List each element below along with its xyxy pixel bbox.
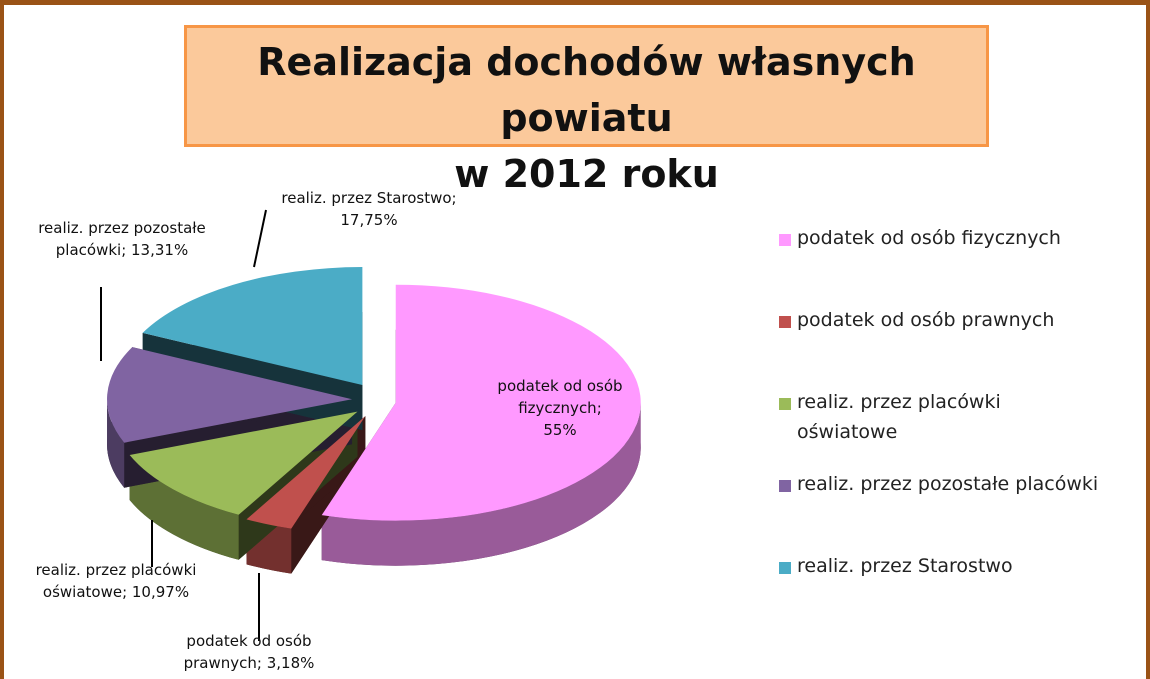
data-label-line: realiz. przez pozostałe	[38, 219, 206, 237]
data-label-line: realiz. przez placówki	[36, 561, 197, 579]
slice-edge	[321, 402, 641, 566]
legend-item: podatek od osób prawnych	[779, 309, 1098, 391]
slice	[107, 347, 353, 443]
legend-label: podatek od osób prawnych	[797, 309, 1055, 331]
legend-swatch	[779, 316, 791, 328]
legend: podatek od osób fizycznych podatek od osó…	[779, 227, 1098, 637]
legend-label: realiz. przez pozostałe placówki	[797, 473, 1099, 495]
legend-label: realiz. przez Starostwo	[797, 555, 1013, 577]
data-label-line: podatek od osób	[186, 632, 311, 650]
data-label-line: placówki; 13,31%	[56, 241, 188, 259]
data-label-line: oświatowe; 10,97%	[43, 583, 189, 601]
data-label: realiz. przez pozostałe placówki; 13,31%	[38, 219, 206, 259]
legend-label: realiz. przez placówki oświatowe	[797, 391, 1001, 443]
slice	[321, 284, 641, 521]
legend-swatch	[779, 562, 791, 574]
legend-item: podatek od osób fizycznych	[779, 227, 1098, 309]
data-label-line: podatek od osób	[497, 377, 622, 395]
data-label-line: 55%	[543, 421, 576, 439]
legend-item: realiz. przez placówki oświatowe	[779, 391, 1098, 473]
data-label: realiz. przez placówki oświatowe; 10,97%	[36, 561, 197, 601]
legend-swatch	[779, 398, 791, 410]
legend-swatch	[779, 234, 791, 246]
data-label-line: 17,75%	[340, 211, 397, 229]
data-label: podatek od osób fizycznych; 55%	[497, 377, 622, 439]
data-label-line: fizycznych;	[518, 399, 602, 417]
legend-swatch	[779, 480, 791, 492]
data-label-line: prawnych; 3,18%	[184, 654, 315, 672]
chart: podatek od osób fizycznych; 55%podatek od …	[36, 189, 641, 672]
data-label: realiz. przez Starostwo; 17,75%	[281, 189, 456, 229]
slice-edge	[107, 399, 125, 488]
slice	[246, 416, 366, 529]
leader-line	[253, 209, 267, 268]
data-label: podatek od osób prawnych; 3,18%	[184, 632, 315, 672]
legend-item: realiz. przez pozostałe placówki	[779, 473, 1098, 555]
data-label-line: realiz. przez Starostwo;	[281, 189, 456, 207]
legend-item: realiz. przez Starostwo	[779, 555, 1098, 637]
legend-label: podatek od osób fizycznych	[797, 227, 1061, 249]
slice	[129, 411, 358, 515]
chart-title: Realizacja dochodów własnych powiatu w 2…	[184, 25, 989, 196]
slice	[142, 267, 363, 386]
